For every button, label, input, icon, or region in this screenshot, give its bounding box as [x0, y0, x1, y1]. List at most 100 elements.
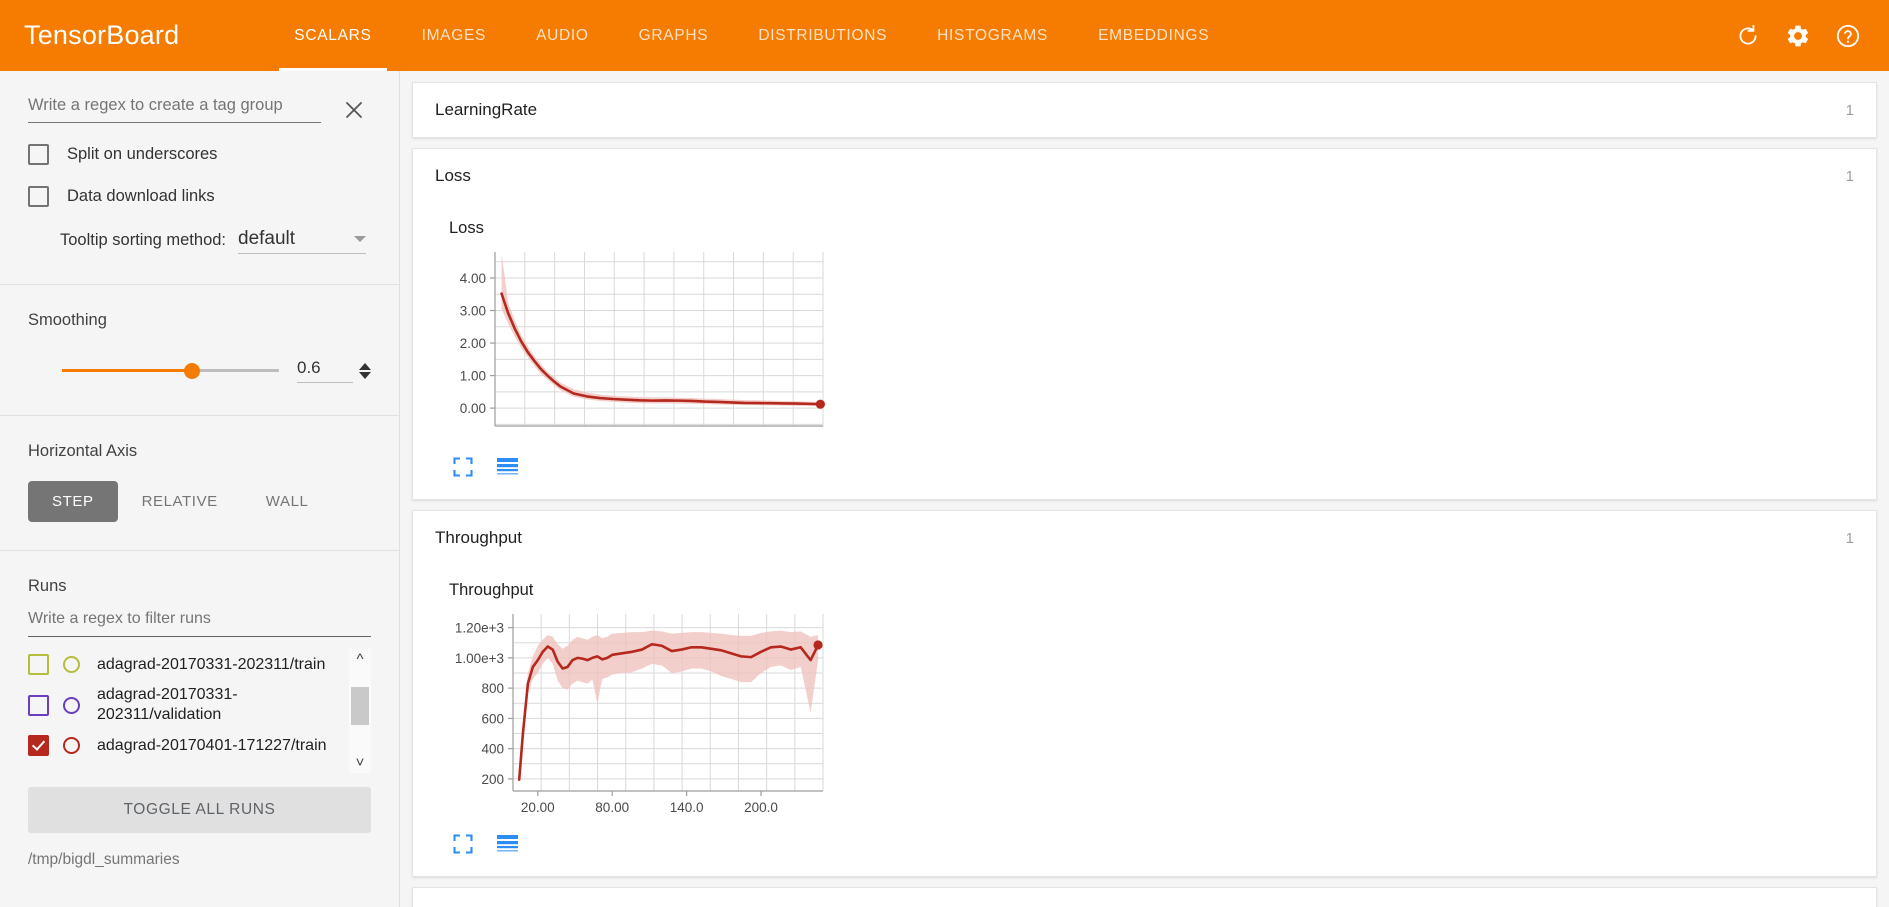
smoothing-slider-row: 0.6: [28, 358, 371, 383]
svg-text:140.0: 140.0: [670, 800, 704, 815]
svg-text:80.00: 80.00: [595, 800, 629, 815]
axis-option-wall[interactable]: WALL: [265, 493, 309, 510]
settings-gear-icon[interactable]: [1785, 23, 1811, 49]
card-count: 1: [1845, 167, 1854, 185]
axis-option-step[interactable]: STEP: [28, 481, 118, 522]
run-color-indicator: [63, 737, 80, 754]
body-wrapper: Split on underscores Data download links…: [0, 71, 1889, 907]
tab-embeddings[interactable]: EMBEDDINGS: [1073, 0, 1234, 71]
smoothing-title: Smoothing: [28, 311, 107, 329]
runs-scrollbar[interactable]: ^ ˅: [349, 649, 371, 773]
split-underscores-row[interactable]: Split on underscores: [0, 144, 399, 165]
svg-text:400: 400: [481, 742, 504, 757]
data-series-icon[interactable]: [497, 834, 518, 854]
run-checkbox[interactable]: [28, 694, 49, 716]
chart-actions-throughput: [453, 834, 1854, 854]
tooltip-sorting-row: Tooltip sorting method: default: [0, 228, 399, 254]
tag-regex-input[interactable]: [28, 94, 321, 123]
expand-chart-icon[interactable]: [453, 834, 473, 854]
smoothing-section: Smoothing 0.6: [0, 285, 399, 383]
tab-graphs-label: GRAPHS: [638, 26, 709, 44]
run-color-indicator: [63, 656, 80, 673]
divider-3: [0, 550, 399, 551]
app-bar-actions: [1735, 0, 1889, 71]
card-partial-next: [412, 887, 1877, 907]
card-count: 1: [1845, 101, 1854, 119]
split-underscores-label: Split on underscores: [67, 145, 218, 163]
help-icon[interactable]: [1835, 23, 1861, 49]
toggle-all-runs-button[interactable]: TOGGLE ALL RUNS: [28, 787, 371, 833]
tooltip-sorting-label: Tooltip sorting method:: [60, 231, 227, 249]
card-throughput: Throughput 1 Throughput 200 400 600 800 1.00…: [412, 510, 1877, 877]
run-checkbox[interactable]: [28, 735, 49, 756]
app-bar: TensorBoard SCALARS IMAGES AUDIO GRAPHS …: [0, 0, 1889, 71]
runs-list[interactable]: adagrad-20170331-202311/train adagrad-20…: [28, 649, 371, 773]
tab-audio[interactable]: AUDIO: [511, 0, 614, 71]
smoothing-slider-knob[interactable]: [184, 362, 201, 379]
horizontal-axis-title: Horizontal Axis: [28, 442, 138, 460]
run-item[interactable]: adagrad-20170331-202311/train: [28, 649, 349, 680]
chart-throughput[interactable]: 200 400 600 800 1.00e+3 1.20e+3 20.00 80.00 140.…: [435, 606, 835, 821]
svg-text:600: 600: [481, 711, 504, 726]
tab-images-label: IMAGES: [421, 26, 487, 44]
divider-2: [0, 415, 399, 416]
axis-option-relative[interactable]: RELATIVE: [141, 493, 218, 510]
data-download-links-row[interactable]: Data download links: [0, 186, 399, 207]
split-underscores-checkbox[interactable]: [28, 144, 49, 165]
svg-text:2.00: 2.00: [460, 336, 486, 351]
run-name-label: adagrad-20170331-202311/train: [97, 655, 326, 673]
smoothing-slider-fill: [62, 369, 193, 372]
tab-audio-label: AUDIO: [536, 26, 589, 44]
svg-text:200.0: 200.0: [744, 800, 778, 815]
smoothing-value-input[interactable]: 0.6: [297, 358, 353, 383]
card-header-loss[interactable]: Loss 1: [413, 149, 1876, 203]
svg-text:4.00: 4.00: [460, 271, 486, 286]
chart-actions-loss: [453, 457, 1854, 477]
scroll-down-icon[interactable]: ˅: [355, 754, 365, 771]
card-loss: Loss 1 Loss 0.00 1.00 2.00 3.00 4.00: [412, 148, 1877, 500]
data-download-links-checkbox[interactable]: [28, 186, 49, 207]
tooltip-sorting-select[interactable]: default: [238, 228, 367, 254]
tab-distributions-label: DISTRIBUTIONS: [758, 26, 888, 44]
smoothing-slider[interactable]: [62, 362, 279, 379]
run-item[interactable]: adagrad-20170401-171227/train: [28, 730, 349, 761]
tab-histograms-label: HISTOGRAMS: [937, 26, 1049, 44]
scroll-up-icon[interactable]: ^: [356, 651, 364, 668]
chart-title-throughput: Throughput: [449, 581, 534, 599]
runs-filter-input[interactable]: [28, 596, 371, 637]
horizontal-axis-section: Horizontal Axis STEP RELATIVE WALL: [0, 416, 399, 522]
svg-text:20.00: 20.00: [521, 800, 555, 815]
card-title: LearningRate: [435, 100, 538, 119]
svg-text:200: 200: [481, 772, 504, 787]
svg-text:1.20e+3: 1.20e+3: [455, 621, 504, 636]
clear-regex-icon[interactable]: [337, 93, 371, 127]
data-download-links-label: Data download links: [67, 187, 215, 205]
run-checkbox[interactable]: [28, 654, 49, 675]
expand-chart-icon[interactable]: [453, 457, 473, 477]
tooltip-sorting-value: default: [238, 228, 296, 249]
refresh-icon[interactable]: [1735, 23, 1761, 49]
svg-text:0.00: 0.00: [460, 401, 486, 416]
chart-loss[interactable]: 0.00 1.00 2.00 3.00 4.00: [435, 244, 835, 444]
logdir-path: /tmp/bigdl_summaries: [28, 851, 180, 868]
card-header-throughput[interactable]: Throughput 1: [413, 511, 1876, 565]
card-count: 1: [1845, 529, 1854, 547]
card-title: Throughput: [435, 528, 522, 547]
data-series-icon[interactable]: [497, 457, 518, 477]
tab-distributions[interactable]: DISTRIBUTIONS: [733, 0, 912, 71]
run-item[interactable]: adagrad-20170331-202311/validation: [28, 680, 349, 730]
card-learningrate: LearningRate 1: [412, 82, 1877, 138]
svg-text:800: 800: [481, 681, 504, 696]
tab-graphs[interactable]: GRAPHS: [614, 0, 734, 71]
scrollbar-thumb[interactable]: [351, 687, 369, 725]
stepper-down-icon[interactable]: [359, 371, 371, 379]
chart-title-loss: Loss: [449, 219, 484, 237]
main-content: LearningRate 1 Loss 1 Loss 0.00 1.00 2.00 3…: [400, 71, 1889, 907]
horizontal-axis-buttons: STEP RELATIVE WALL: [28, 481, 371, 522]
tab-histograms[interactable]: HISTOGRAMS: [912, 0, 1073, 71]
tab-scalars[interactable]: SCALARS: [269, 0, 396, 71]
smoothing-stepper[interactable]: [359, 362, 371, 379]
stepper-up-icon[interactable]: [359, 362, 371, 370]
card-header-learningrate[interactable]: LearningRate 1: [413, 83, 1876, 137]
tab-images[interactable]: IMAGES: [397, 0, 512, 71]
